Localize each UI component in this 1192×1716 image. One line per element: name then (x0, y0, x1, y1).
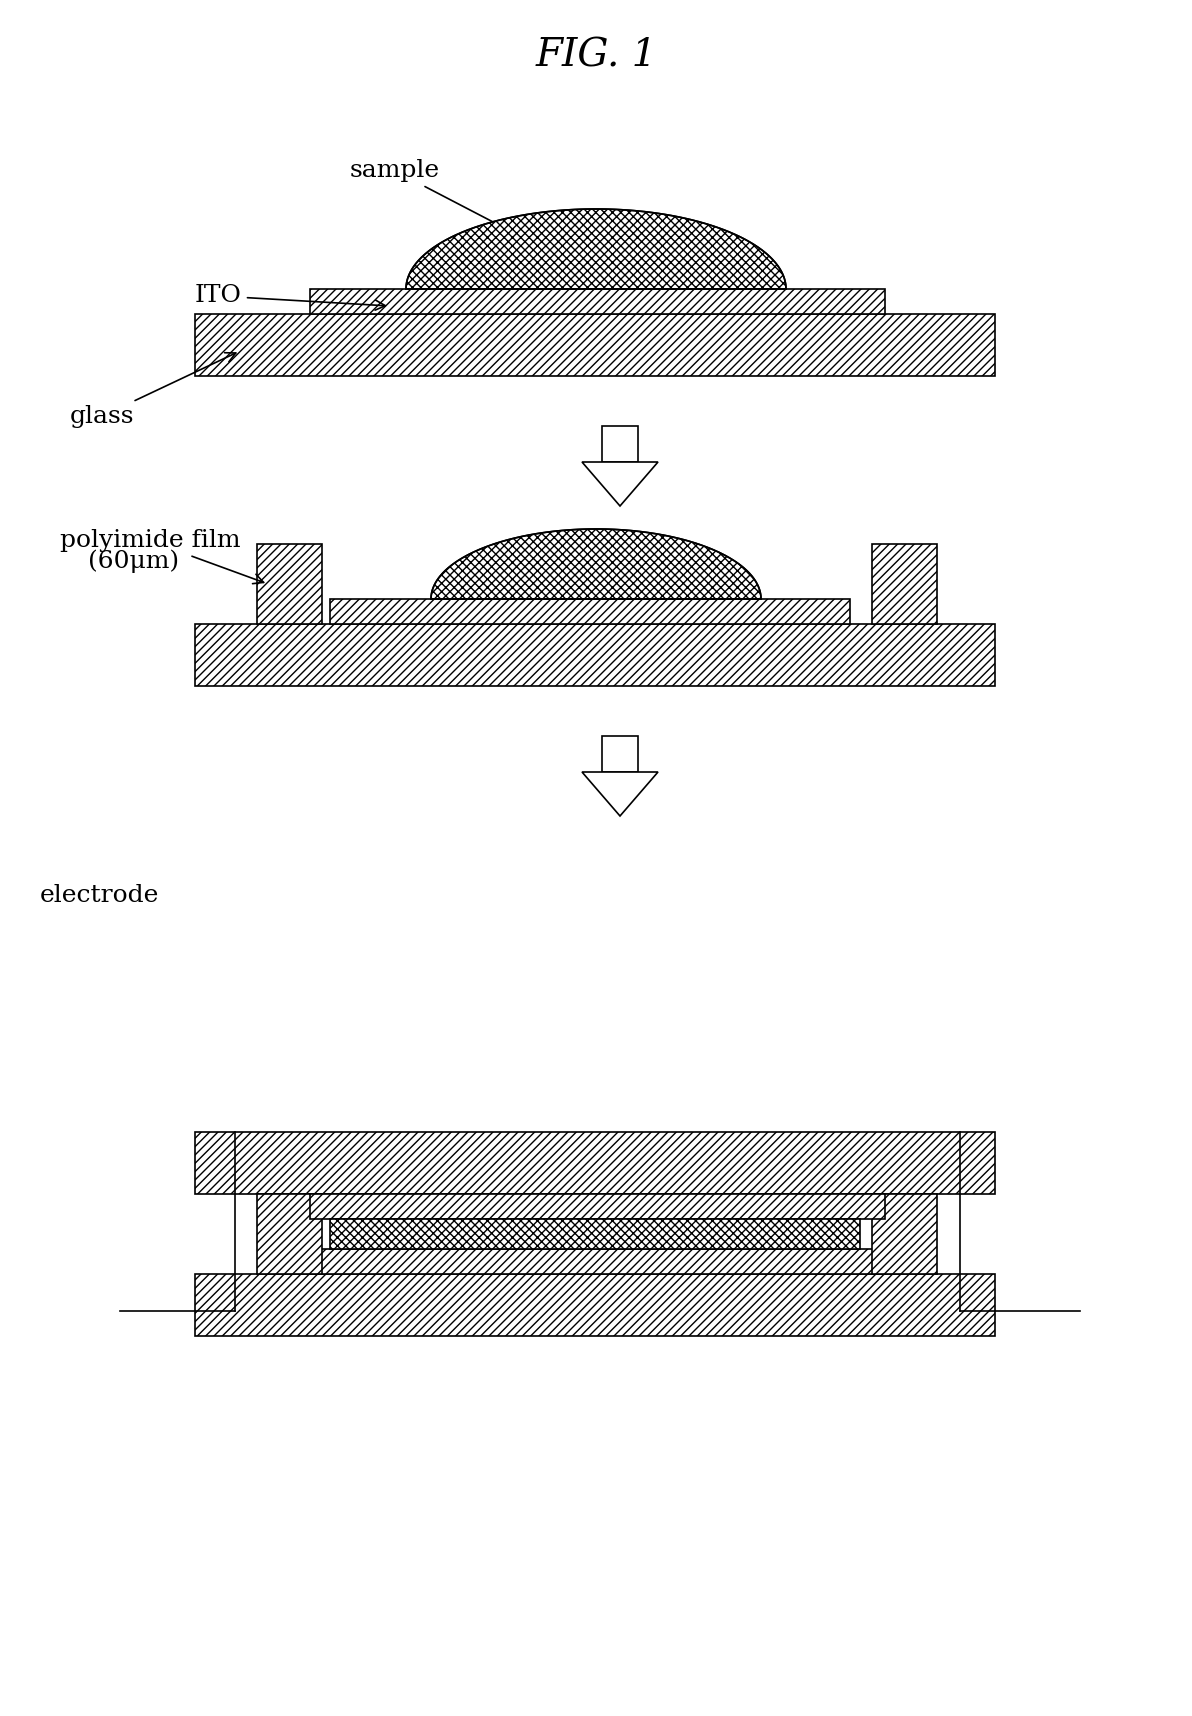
Bar (257, 544, 322, 625)
Polygon shape (432, 529, 760, 599)
Bar (195, 1133, 995, 1194)
Polygon shape (582, 772, 658, 817)
Bar (310, 288, 884, 314)
Polygon shape (406, 209, 786, 288)
Bar (195, 625, 995, 686)
Text: sample: sample (350, 160, 516, 233)
Bar (195, 1273, 995, 1337)
Bar (257, 1194, 322, 1273)
Text: polyimide film: polyimide film (60, 530, 263, 583)
Bar (873, 544, 937, 625)
Bar (330, 1218, 859, 1249)
Text: electrode: electrode (41, 884, 160, 908)
Bar (602, 426, 638, 462)
Polygon shape (582, 462, 658, 506)
Text: glass: glass (70, 353, 236, 427)
Bar (310, 1194, 884, 1218)
Text: FIG. 1: FIG. 1 (535, 38, 657, 74)
Bar (602, 736, 638, 772)
Bar (322, 1218, 873, 1249)
Bar (873, 1194, 937, 1273)
Bar (195, 314, 995, 376)
Bar (310, 1249, 884, 1273)
Text: ITO: ITO (195, 285, 385, 311)
Bar (330, 599, 850, 625)
Text: (60μm): (60μm) (88, 549, 179, 573)
